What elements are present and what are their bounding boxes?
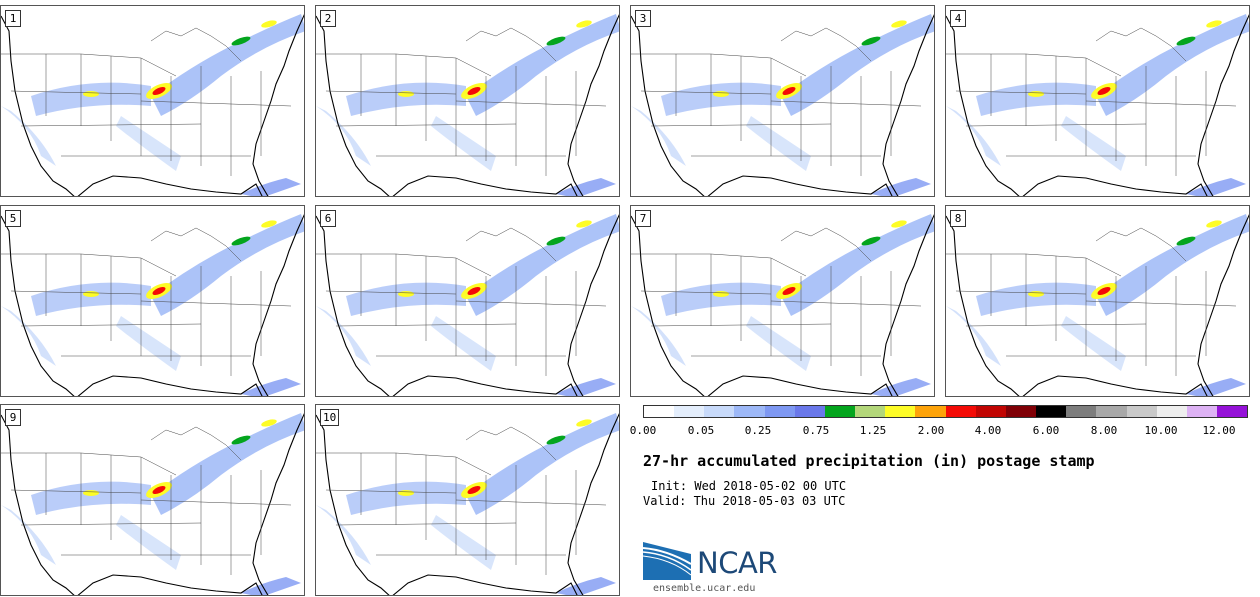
precip-map: [946, 206, 1249, 396]
colorbar-swatch: [674, 406, 705, 417]
member-label: 4: [950, 10, 966, 27]
colorbar-swatch: [1005, 406, 1037, 417]
colorbar-swatch: [704, 406, 735, 417]
colorbar-swatch: [734, 406, 765, 417]
colorbar: [643, 405, 1248, 418]
member-label: 7: [635, 210, 651, 227]
precip-map: [631, 206, 934, 396]
member-label: 1: [5, 10, 21, 27]
valid-time: Valid: Thu 2018-05-03 03 UTC: [643, 494, 846, 508]
member-panel-1: 1: [0, 5, 305, 197]
colorbar-swatch: [1036, 406, 1067, 417]
ncar-logo: [643, 542, 692, 580]
precip-map: [316, 206, 619, 396]
colorbar-swatch: [1126, 406, 1157, 417]
member-label: 3: [635, 10, 651, 27]
member-panel-4: 4: [945, 5, 1250, 197]
colorbar-swatch: [764, 406, 795, 417]
colorbar-swatch: [1096, 406, 1127, 417]
colorbar-tick: 0.00: [629, 424, 657, 437]
precip-map: [1, 405, 304, 595]
colorbar-swatch: [1156, 406, 1187, 417]
colorbar-swatch: [1186, 406, 1217, 417]
colorbar-tick: 0.75: [802, 424, 830, 437]
site-url: ensemble.ucar.edu: [653, 583, 756, 594]
colorbar-tick: 0.05: [687, 424, 715, 437]
member-panel-7: 7: [630, 205, 935, 397]
colorbar-tick: 8.00: [1090, 424, 1118, 437]
colorbar-swatch: [644, 406, 675, 417]
member-panel-6: 6: [315, 205, 620, 397]
precip-map: [1, 206, 304, 396]
product-title: 27-hr accumulated precipitation (in) pos…: [643, 452, 1095, 470]
member-panel-9: 9: [0, 404, 305, 596]
member-label: 6: [320, 210, 336, 227]
member-label: 8: [950, 210, 966, 227]
member-label: 9: [5, 409, 21, 426]
colorbar-tick: 4.00: [974, 424, 1002, 437]
colorbar-swatch: [1066, 406, 1097, 417]
member-panel-3: 3: [630, 5, 935, 197]
precip-map: [316, 6, 619, 196]
colorbar-tick: 2.00: [917, 424, 945, 437]
member-panel-10: 10: [315, 404, 620, 596]
init-time: Init: Wed 2018-05-02 00 UTC: [651, 479, 847, 493]
precip-map: [316, 405, 619, 595]
colorbar-swatch: [855, 406, 886, 417]
precip-map: [631, 6, 934, 196]
colorbar-swatch: [975, 406, 1006, 417]
colorbar-tick: 1.25: [859, 424, 887, 437]
precip-map: [946, 6, 1249, 196]
colorbar-swatch: [885, 406, 916, 417]
colorbar-swatch: [915, 406, 946, 417]
colorbar-tick: 12.00: [1202, 424, 1236, 437]
member-panel-2: 2: [315, 5, 620, 197]
colorbar-tick: 0.25: [744, 424, 772, 437]
colorbar-swatch: [945, 406, 976, 417]
colorbar-swatch: [794, 406, 825, 417]
colorbar-tick: 10.00: [1144, 424, 1178, 437]
member-panel-5: 5: [0, 205, 305, 397]
colorbar-swatch: [1216, 406, 1248, 417]
member-label: 2: [320, 10, 336, 27]
ncar-logo-text: NCAR: [697, 546, 777, 580]
member-label: 5: [5, 210, 21, 227]
colorbar-swatch: [824, 406, 856, 417]
precip-map: [1, 6, 304, 196]
member-label: 10: [320, 409, 340, 426]
member-panel-8: 8: [945, 205, 1250, 397]
colorbar-tick: 6.00: [1032, 424, 1060, 437]
